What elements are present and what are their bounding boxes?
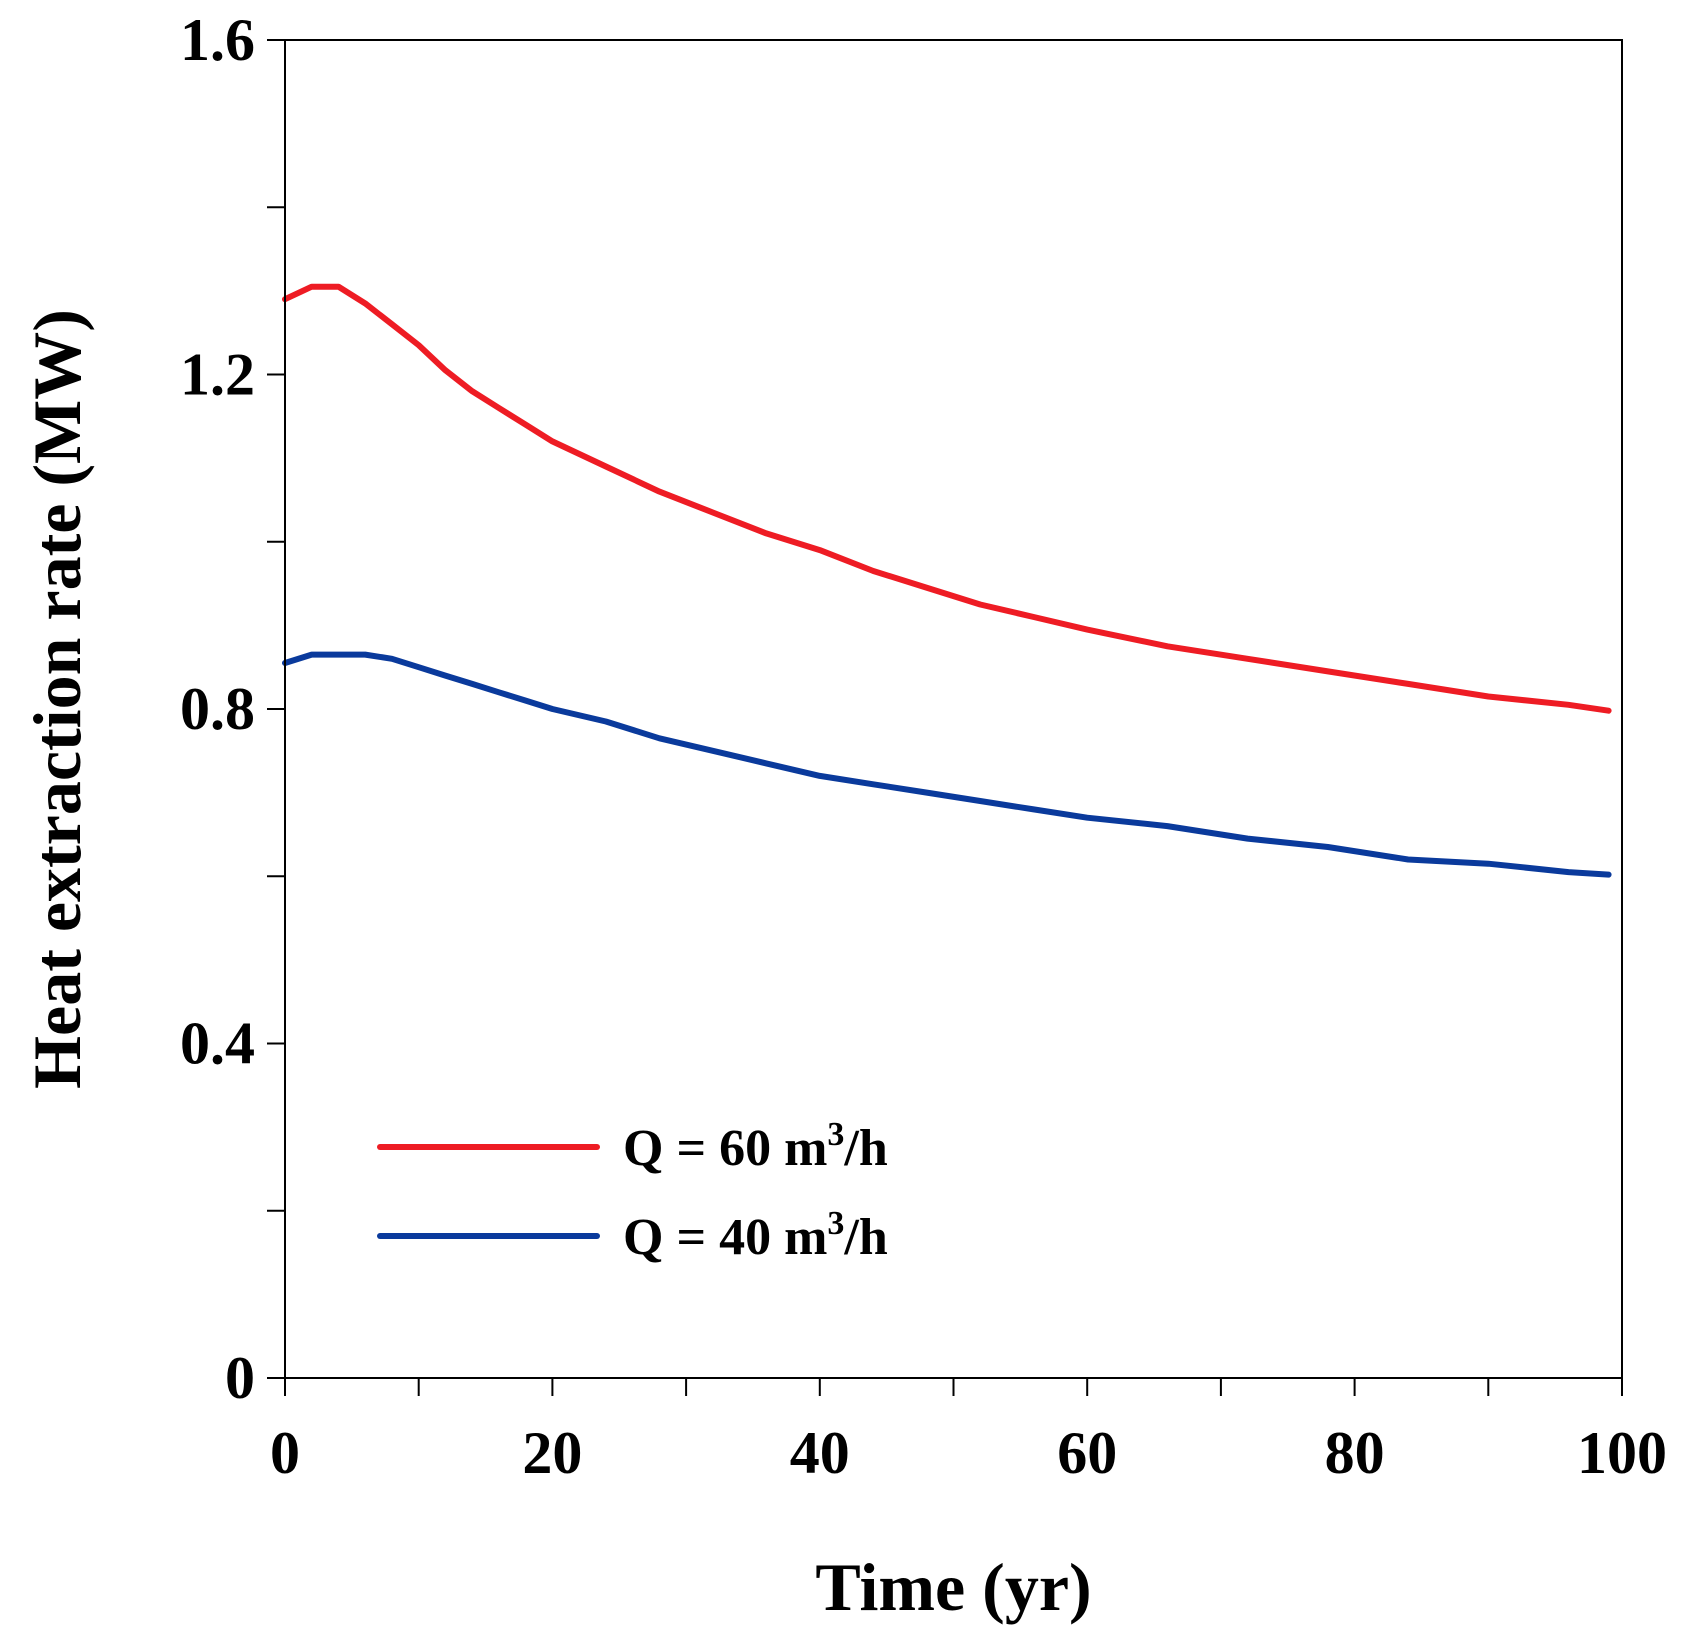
- y-tick-label: 0.8: [180, 676, 255, 742]
- x-tick-label: 40: [790, 1420, 850, 1486]
- ticks-group: [267, 39, 1623, 1396]
- y-tick-label: 0: [225, 1345, 255, 1411]
- x-tick-label: 60: [1057, 1420, 1117, 1486]
- legend-label: Q = 60 m3/h: [623, 1116, 888, 1177]
- x-tick-label: 100: [1577, 1420, 1667, 1486]
- x-axis-label: Time (yr): [815, 1549, 1091, 1625]
- plot-frame: [284, 39, 1623, 1379]
- y-tick-label: 1.2: [180, 342, 255, 408]
- y-axis-label: Heat extraction rate (MW): [19, 309, 95, 1089]
- series-group: [282, 283, 1612, 878]
- x-tick-label: 80: [1325, 1420, 1385, 1486]
- x-tick-label: 0: [270, 1420, 300, 1486]
- legend: Q = 60 m3/h Q = 40 m3/h: [377, 1116, 888, 1266]
- tick-labels-group: 0 20 40 60 80 100 0 0.4 0.8 1.2 1.6: [180, 7, 1667, 1486]
- series-line-q40: [282, 651, 1612, 878]
- y-tick-label: 1.6: [180, 7, 255, 73]
- y-tick-label: 0.4: [180, 1011, 255, 1077]
- series-line-q60: [282, 283, 1612, 714]
- legend-label: Q = 40 m3/h: [623, 1205, 888, 1266]
- x-tick-label: 20: [522, 1420, 582, 1486]
